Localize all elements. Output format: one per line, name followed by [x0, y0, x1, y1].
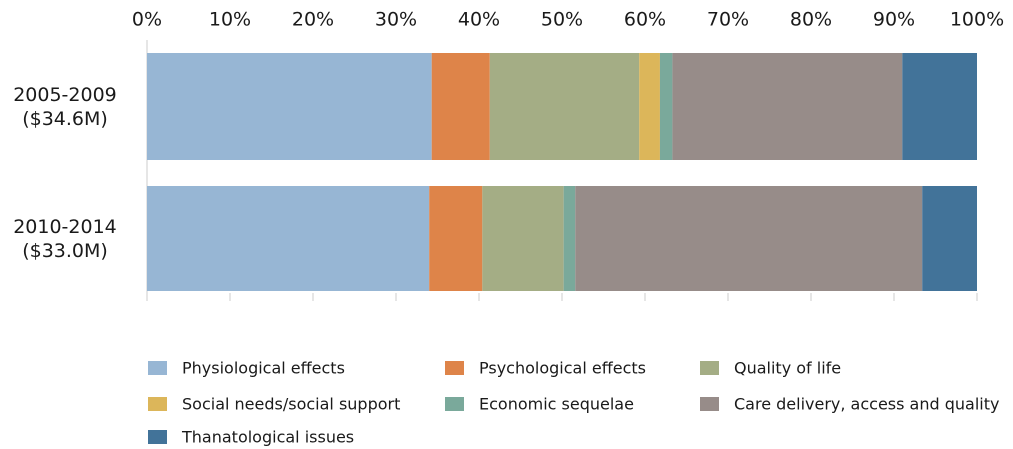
bar-segment — [922, 186, 977, 291]
y-tick-label: 2005-2009 ($34.6M) — [13, 83, 117, 130]
bar-segment — [489, 53, 640, 160]
legend-swatch — [148, 397, 167, 411]
x-tick-label: 100% — [950, 9, 1004, 31]
bar-segment — [672, 53, 903, 160]
bar-segment — [147, 53, 432, 160]
x-tick-label: 40% — [458, 9, 500, 31]
legend-swatch — [148, 430, 167, 444]
x-tick-label: 10% — [209, 9, 251, 31]
bar-segment — [575, 186, 923, 291]
legend-label: Economic sequelae — [479, 395, 634, 414]
x-tick-label: 50% — [541, 9, 583, 31]
legend-swatch — [445, 397, 464, 411]
x-tick-label: 80% — [790, 9, 832, 31]
y-tick-label: 2010-2014 ($33.0M) — [13, 215, 117, 262]
bar-segment — [563, 186, 576, 291]
bar-segment — [659, 53, 673, 160]
legend-swatch — [445, 361, 464, 375]
bar-segment — [482, 186, 564, 291]
x-tick-label: 60% — [624, 9, 666, 31]
legend-label: Psychological effects — [479, 359, 646, 378]
legend-swatch — [700, 397, 719, 411]
legend-label: Care delivery, access and quality — [734, 395, 999, 414]
x-tick-label: 30% — [375, 9, 417, 31]
x-tick-label: 90% — [873, 9, 915, 31]
x-tick-label: 70% — [707, 9, 749, 31]
legend-label: Quality of life — [734, 359, 841, 378]
x-tick-label: 0% — [132, 9, 162, 31]
legend-swatch — [700, 361, 719, 375]
bar-segment — [429, 186, 483, 291]
bar-segment — [639, 53, 660, 160]
bar-segment — [431, 53, 490, 160]
x-tick-label: 20% — [292, 9, 334, 31]
legend-swatch — [148, 361, 167, 375]
bar-segment — [902, 53, 977, 160]
legend-label: Physiological effects — [182, 359, 345, 378]
legend-label: Social needs/social support — [182, 395, 400, 414]
legend-label: Thanatological issues — [181, 428, 354, 447]
bar-segment — [147, 186, 430, 291]
